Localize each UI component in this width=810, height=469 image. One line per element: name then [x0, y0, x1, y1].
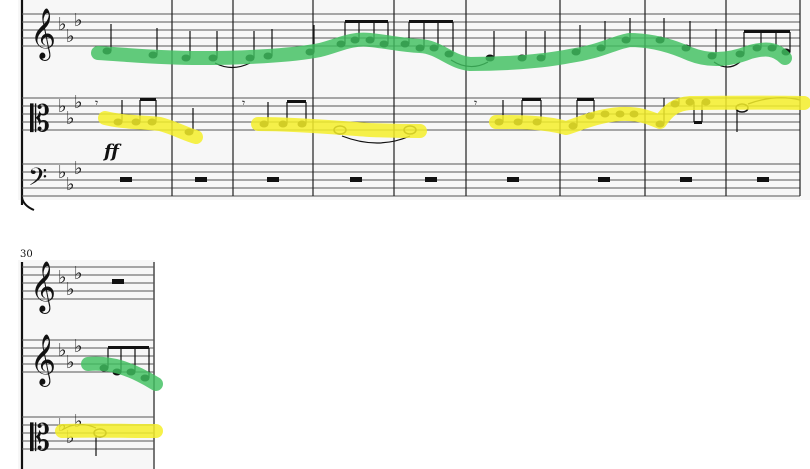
- yellow-highlight-stroke: [98, 111, 203, 144]
- flat-icon: ♭: [58, 14, 67, 35]
- green-highlight-stroke: [81, 356, 163, 391]
- bass-clef-icon: 𝄢: [28, 163, 47, 198]
- system-1: 𝄞 ♭ ♭ ♭ 𝄡 ♭ ♭ ♭ ff 𝄢 ♭ ♭: [18, 0, 810, 211]
- whole-rest-icon: [112, 279, 124, 284]
- flat-icon: ♭: [74, 92, 83, 113]
- alto-clef-icon: 𝄡: [30, 99, 50, 140]
- green-highlight-stroke: [91, 32, 792, 71]
- flat-icon: ♭: [66, 352, 75, 373]
- flat-icon: ♭: [58, 96, 67, 117]
- treble-clef-icon: 𝄞: [30, 334, 56, 387]
- flat-icon: ♭: [66, 26, 75, 47]
- flat-icon: ♭: [58, 267, 67, 288]
- system-2-staff-1-treble: 𝄞 ♭ ♭ ♭: [22, 261, 154, 314]
- system-1-bracket-hook: [21, 197, 35, 211]
- system-2-staff-3-alto: 𝄡 ♭ ♭ ♭: [22, 411, 163, 459]
- dynamic-fortissimo: ff: [102, 141, 122, 162]
- measure-number: 30: [20, 249, 33, 260]
- flat-icon: ♭: [74, 263, 83, 284]
- alto-clef-icon: 𝄡: [30, 418, 50, 459]
- eighth-rest-icon: 𝄾: [242, 96, 245, 110]
- flat-icon: ♭: [74, 411, 83, 432]
- flat-icon: ♭: [58, 162, 67, 183]
- yellow-highlight-stroke: [251, 117, 427, 138]
- flat-icon: ♭: [66, 279, 75, 300]
- system-2-staff-2-treble: 𝄞 ♭ ♭ ♭: [22, 334, 163, 391]
- system-2: 30 𝄞 ♭ ♭ ♭ 𝄞 ♭ ♭ ♭: [18, 249, 163, 469]
- flat-icon: ♭: [66, 108, 75, 129]
- flat-icon: ♭: [74, 10, 83, 31]
- flat-icon: ♭: [74, 158, 83, 179]
- staff-3-bass: 𝄢 ♭ ♭ ♭: [22, 158, 800, 198]
- treble-clef-icon: 𝄞: [30, 261, 56, 314]
- treble-clef-icon: 𝄞: [30, 8, 56, 61]
- flat-icon: ♭: [58, 340, 67, 361]
- staff-3-rests: [120, 177, 769, 182]
- yellow-highlight-stroke: [489, 95, 810, 135]
- flat-icon: ♭: [66, 174, 75, 195]
- flat-icon: ♭: [74, 336, 83, 357]
- eighth-rest-icon: 𝄾: [474, 96, 477, 110]
- eighth-rest-icon: 𝄾: [95, 96, 98, 110]
